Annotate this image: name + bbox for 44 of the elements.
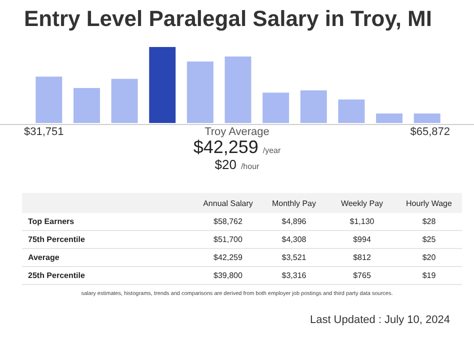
text: $65,872	[410, 126, 450, 138]
bar	[300, 90, 327, 123]
category-label: Average	[28, 253, 60, 262]
text: $31,751	[24, 126, 64, 138]
text: $994	[353, 235, 371, 244]
text: Last Updated : July 10, 2024	[310, 314, 450, 326]
text: $812	[353, 253, 371, 262]
bar	[73, 88, 100, 123]
category-label: Top Earners	[28, 217, 74, 226]
category-label: Monthly Pay	[270, 198, 318, 210]
text: $42,259	[214, 253, 242, 262]
text: $20	[214, 157, 236, 172]
bar	[224, 56, 252, 123]
bar	[111, 78, 138, 123]
text: $765	[353, 271, 371, 280]
category-label: Hourly Wage	[405, 198, 453, 210]
category-label: 75th Percentile	[28, 235, 85, 244]
text: $25	[422, 235, 436, 244]
bar	[149, 47, 176, 123]
text: $19	[422, 271, 436, 280]
bar	[338, 99, 365, 123]
text: $4,896	[282, 217, 306, 226]
bar	[376, 114, 403, 123]
text: $4,308	[282, 235, 306, 244]
text: $28	[422, 217, 436, 226]
text: $1,130	[350, 217, 374, 226]
text: $58,762	[214, 217, 242, 226]
text: Troy Average	[204, 126, 270, 138]
text: $3,521	[282, 253, 306, 262]
text: /year	[262, 146, 281, 155]
chart-title: Entry Level Paralegal Salary in Troy, MI	[24, 6, 432, 32]
text: /hour	[240, 162, 260, 171]
bar	[186, 61, 214, 123]
category-label: 25th Percentile	[28, 271, 85, 280]
text: $20	[422, 253, 436, 262]
category-label: Weekly Pay	[340, 198, 384, 210]
bar	[414, 114, 440, 123]
text: $3,316	[282, 271, 306, 280]
text: $51,700	[214, 235, 242, 244]
bar	[262, 92, 290, 123]
category-label: Annual Salary	[202, 198, 254, 210]
text: $39,800	[214, 271, 242, 280]
bar	[36, 76, 62, 123]
text: $42,259	[193, 137, 258, 157]
